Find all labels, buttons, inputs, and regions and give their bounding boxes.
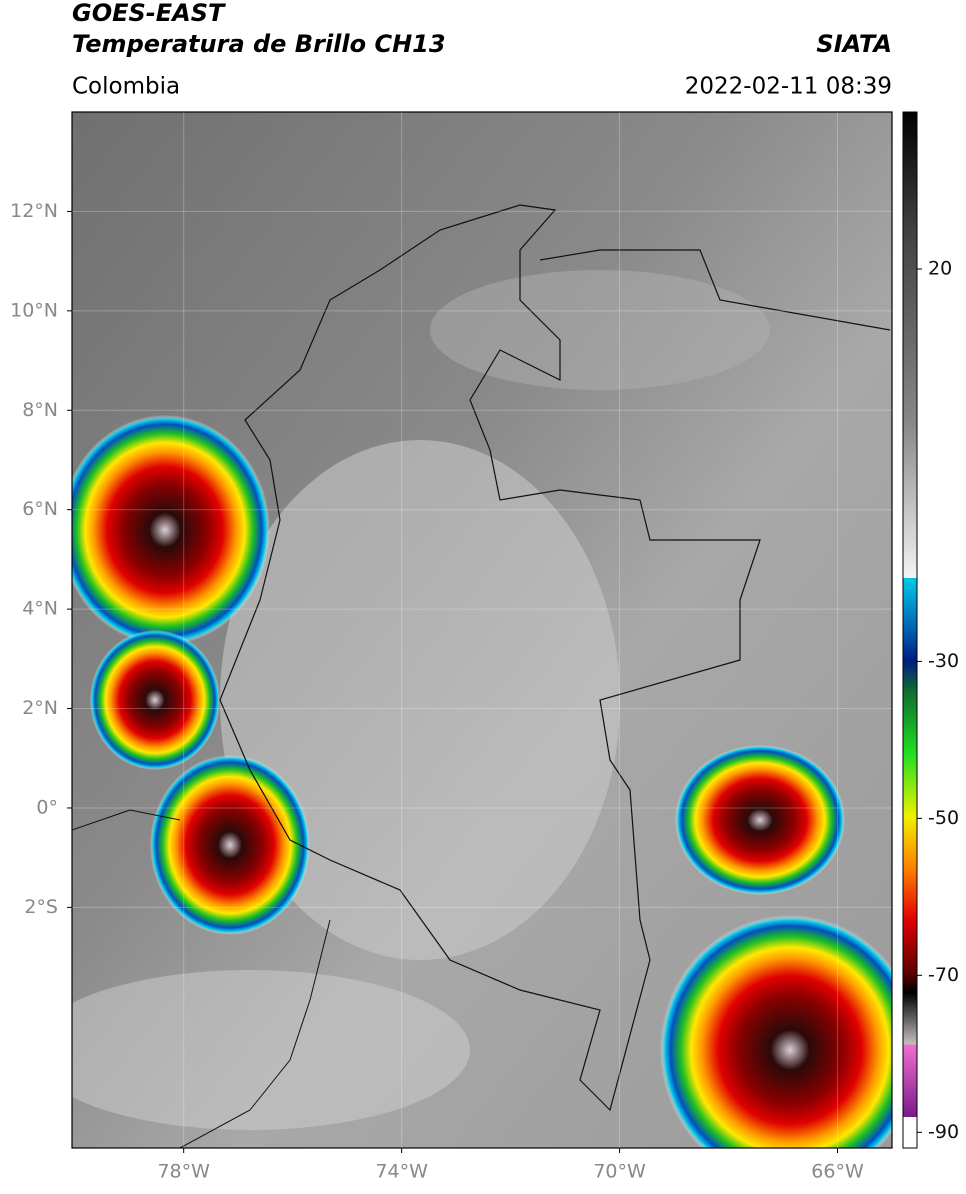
x-tick-label: 78°W bbox=[157, 1161, 210, 1183]
region: Colombia bbox=[72, 74, 180, 100]
y-tick-label: 4°N bbox=[22, 598, 58, 620]
y-tick-label: 8°N bbox=[22, 399, 58, 421]
y-tick-label: 10°N bbox=[10, 299, 58, 321]
subtitle: Temperatura de Brillo CH13 bbox=[72, 30, 446, 58]
colorbar-tick-label: -90 bbox=[928, 1121, 959, 1143]
y-tick-label: 2°S bbox=[24, 896, 58, 918]
x-tick-label: 74°W bbox=[375, 1161, 428, 1183]
map-frame bbox=[71, 111, 893, 1149]
x-tick-label: 70°W bbox=[593, 1161, 646, 1183]
satellite-image bbox=[72, 112, 892, 1148]
title: GOES-EAST bbox=[72, 0, 226, 27]
colorbar-tick-label: -50 bbox=[928, 807, 959, 829]
colorbar bbox=[902, 111, 918, 1149]
colorbar-tick-label: -30 bbox=[928, 650, 959, 672]
colorbar-tick-label: -70 bbox=[928, 964, 959, 986]
y-tick-label: 2°N bbox=[22, 697, 58, 719]
source: SIATA bbox=[816, 30, 892, 58]
x-tick-label: 66°W bbox=[811, 1161, 864, 1183]
colorbar-tick-label: 20 bbox=[928, 257, 952, 279]
y-tick-label: 0° bbox=[36, 796, 58, 818]
datetime: 2022-02-11 08:39 bbox=[685, 74, 892, 100]
y-tick-label: 12°N bbox=[10, 200, 58, 222]
y-tick-label: 6°N bbox=[22, 498, 58, 520]
